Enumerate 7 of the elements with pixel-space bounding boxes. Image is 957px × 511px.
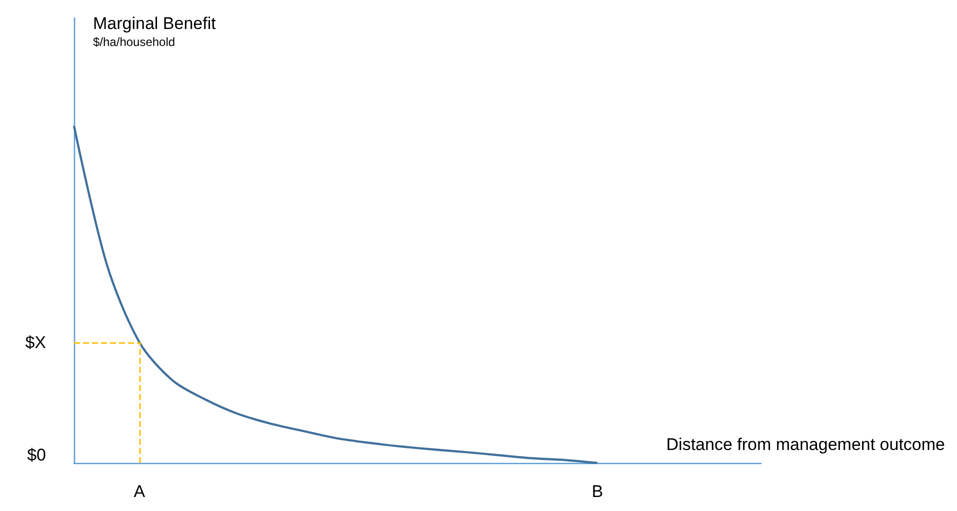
text: $0 <box>27 446 46 464</box>
chart-subtitle: $/ha/household <box>93 35 176 49</box>
x-tick-label: B <box>592 482 604 501</box>
chart-title: Marginal Benefit <box>93 14 216 33</box>
x-axis-title: Distance from management outcome <box>666 435 946 454</box>
ref-line-label: $X <box>25 332 46 352</box>
x-tick-label: A <box>134 482 146 501</box>
